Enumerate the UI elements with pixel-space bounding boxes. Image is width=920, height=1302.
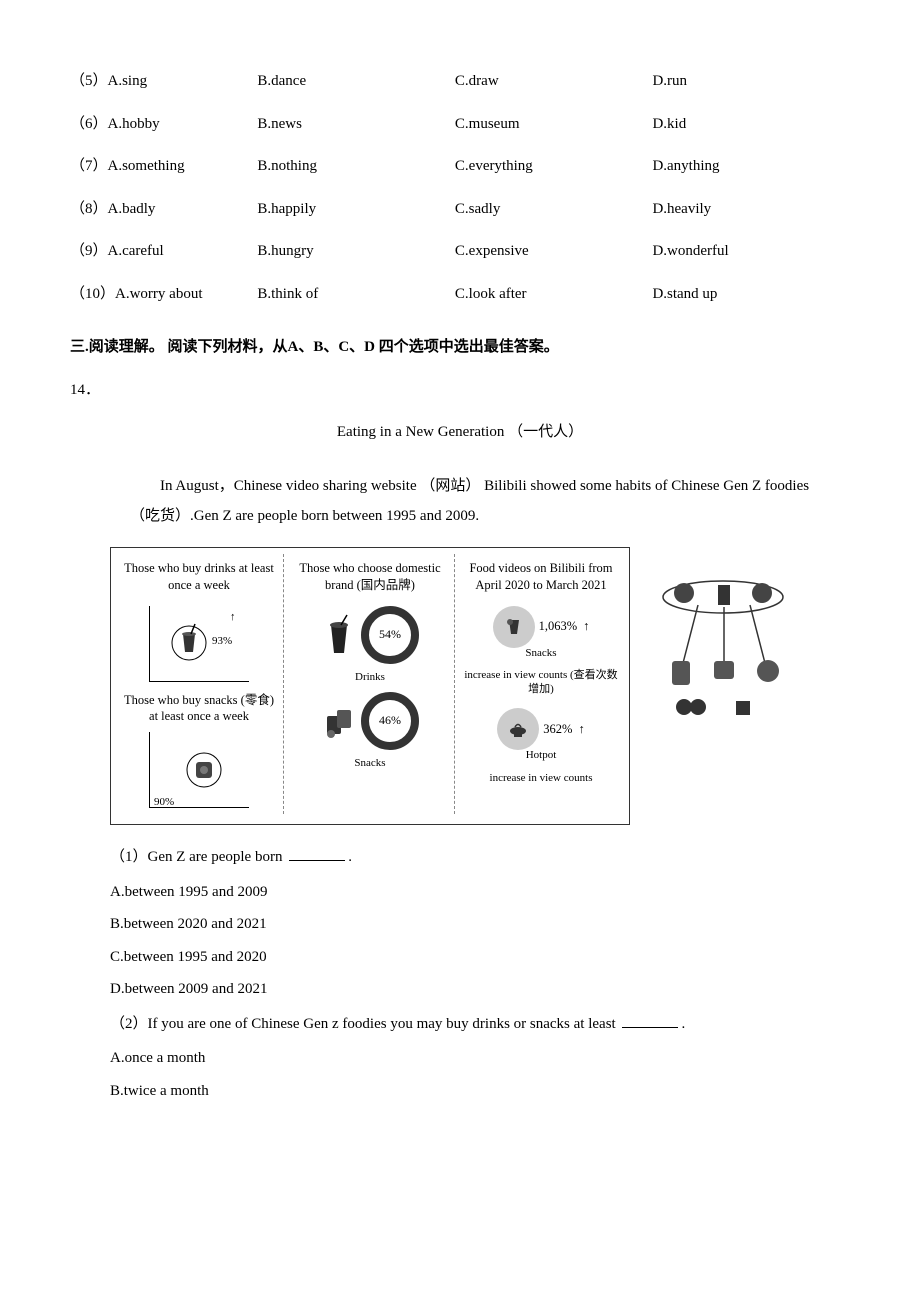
snacks-donut: 46% — [361, 692, 419, 750]
snack-circle-icon — [182, 748, 226, 792]
up-arrow-icon: ↑ — [578, 721, 584, 737]
option-cell: D.kid — [652, 103, 850, 146]
option-cell: D.heavily — [652, 188, 850, 231]
panel-1-pct-2: 90% — [154, 795, 174, 809]
section-3-heading: 三.阅读理解。 阅读下列材料，从A、B、C、D 四个选项中选出最佳答案。 — [70, 333, 850, 362]
hotpot-increase-value: 362% — [543, 721, 572, 737]
sub-q1-opt-b: B.between 2020 and 2021 — [110, 910, 850, 939]
hotpot-chip-label: Hotpot — [526, 748, 557, 762]
drinks-label: Drinks — [355, 670, 385, 684]
panel-1-title-1: Those who buy drinks at least once a wee… — [119, 556, 279, 598]
sub-q1-opt-a: A.between 1995 and 2009 — [110, 878, 850, 907]
panel-1-pct-1: 93% — [212, 634, 232, 648]
sub-q2-opt-a: A.once a month — [110, 1044, 850, 1073]
sub-q1-opt-d: D.between 2009 and 2021 — [110, 975, 850, 1004]
hotpot-chip-icon — [497, 708, 539, 750]
snacks-chip-label: Snacks — [525, 646, 556, 660]
option-cell: B.think of — [257, 273, 455, 316]
option-cell: B.happily — [257, 188, 455, 231]
table-row: （6）A.hobbyB.newsC.museumD.kid — [70, 103, 850, 146]
sub-question-1: （1）Gen Z are people born . — [110, 843, 850, 872]
drink-cup-icon — [166, 616, 212, 662]
up-arrow-icon: ↑ — [583, 618, 589, 634]
panel-1: Those who buy drinks at least once a wee… — [115, 554, 284, 815]
option-cell: B.news — [257, 103, 455, 146]
sub-question-2: （2）If you are one of Chinese Gen z foodi… — [110, 1010, 850, 1039]
snacks-pile-icon — [321, 702, 357, 742]
option-cell: （9）A.careful — [70, 230, 257, 273]
options-table: （5）A.singB.danceC.drawD.run（6）A.hobbyB.n… — [70, 60, 850, 315]
panel-2-title: Those who choose domestic brand (国内品牌) — [290, 556, 450, 598]
sub-q1-opt-c: C.between 1995 and 2020 — [110, 943, 850, 972]
increase-label-1: increase in view counts (查看次数增加) — [461, 668, 621, 697]
sub-q1-stem-after: . — [348, 849, 352, 865]
reading-title: Eating in a New Generation （一代人） — [70, 418, 850, 447]
blank-2 — [622, 1014, 678, 1028]
option-cell: D.anything — [652, 145, 850, 188]
panel-2-row-drinks: 54% — [321, 604, 419, 668]
sub-q2-stem-before: （2）If you are one of Chinese Gen z foodi… — [110, 1016, 619, 1032]
table-row: （5）A.singB.danceC.drawD.run — [70, 60, 850, 103]
sub-q2-stem-after: . — [681, 1016, 685, 1032]
table-row: （7）A.somethingB.nothingC.everythingD.any… — [70, 145, 850, 188]
increase-label-2: increase in view counts — [490, 771, 593, 785]
snacks-increase-value: 1,063% — [539, 618, 578, 634]
option-cell: C.look after — [455, 273, 653, 316]
option-cell: C.sadly — [455, 188, 653, 231]
panel-2-row-snacks: 46% — [321, 690, 419, 754]
figure-row: Those who buy drinks at least once a wee… — [110, 547, 850, 826]
side-illustration — [638, 557, 798, 738]
blank-1 — [289, 848, 345, 862]
option-cell: （10）A.worry about — [70, 273, 257, 316]
option-cell: B.hungry — [257, 230, 455, 273]
panel-3: Food videos on Bilibili from April 2020 … — [457, 554, 625, 815]
drinks-pct: 54% — [379, 627, 401, 643]
option-cell: D.wonderful — [652, 230, 850, 273]
panel-1-title-2: Those who buy snacks (零食) at least once … — [119, 692, 279, 725]
intro-paragraph: In August，Chinese video sharing website … — [130, 471, 810, 531]
table-row: （8）A.badlyB.happilyC.sadlyD.heavily — [70, 188, 850, 231]
sub-q2-opt-b: B.twice a month — [110, 1077, 850, 1106]
table-row: （10）A.worry aboutB.think ofC.look afterD… — [70, 273, 850, 316]
table-row: （9）A.carefulB.hungryC.expensiveD.wonderf… — [70, 230, 850, 273]
figure-box: Those who buy drinks at least once a wee… — [110, 547, 630, 826]
panel-2: Those who choose domestic brand (国内品牌) 5… — [286, 554, 455, 815]
option-cell: （8）A.badly — [70, 188, 257, 231]
question-14-number: 14． — [70, 376, 850, 405]
option-cell: D.stand up — [652, 273, 850, 316]
sub-q1-stem-before: （1）Gen Z are people born — [110, 849, 286, 865]
option-cell: C.everything — [455, 145, 653, 188]
snacks-chip-icon — [493, 606, 535, 648]
option-cell: B.dance — [257, 60, 455, 103]
panel-3-row-hotpot: 362% ↑ — [497, 706, 584, 752]
option-cell: （7）A.something — [70, 145, 257, 188]
option-cell: C.museum — [455, 103, 653, 146]
snacks-pct: 46% — [379, 713, 401, 729]
panel-3-title: Food videos on Bilibili from April 2020 … — [461, 556, 621, 598]
panel-3-row-snacks: 1,063% ↑ — [493, 604, 590, 650]
option-cell: C.expensive — [455, 230, 653, 273]
snacks-label: Snacks — [354, 756, 385, 770]
panel-1-axis-2: 90% — [149, 732, 249, 808]
option-cell: B.nothing — [257, 145, 455, 188]
option-cell: C.draw — [455, 60, 653, 103]
option-cell: （5）A.sing — [70, 60, 257, 103]
drinks-cup-icon — [321, 613, 357, 659]
drinks-donut: 54% — [361, 606, 419, 664]
option-cell: D.run — [652, 60, 850, 103]
option-cell: （6）A.hobby — [70, 103, 257, 146]
panel-1-axis-1: 93% ↑ — [149, 606, 249, 682]
